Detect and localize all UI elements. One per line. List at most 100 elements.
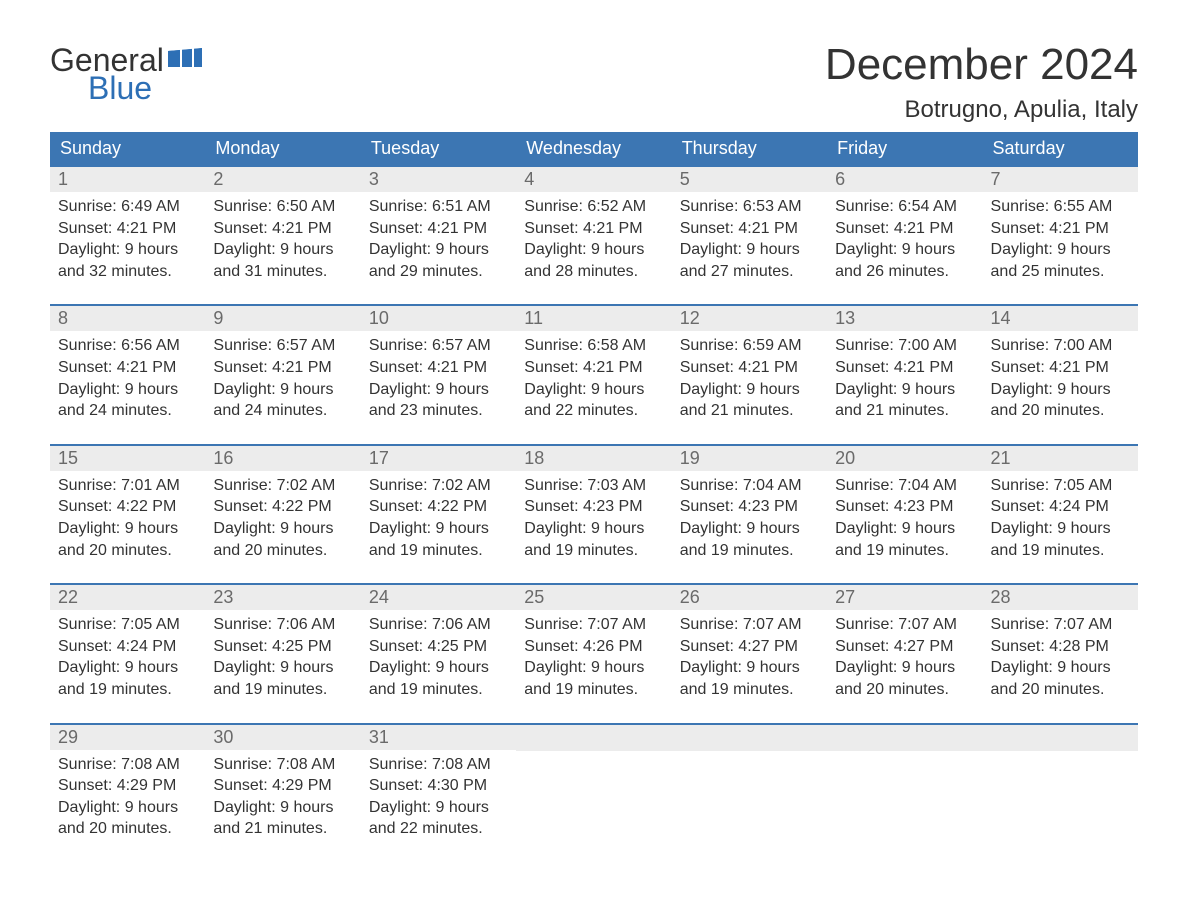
day-cell: 11Sunrise: 6:58 AMSunset: 4:21 PMDayligh… (516, 305, 671, 444)
daylight-text: Daylight: 9 hours (524, 657, 663, 679)
daylight-text: and 19 minutes. (369, 540, 508, 562)
sunrise-text: Sunrise: 7:00 AM (991, 335, 1130, 357)
sunrise-text: Sunrise: 7:06 AM (369, 614, 508, 636)
daylight-text: Daylight: 9 hours (369, 379, 508, 401)
sunrise-text: Sunrise: 7:05 AM (991, 475, 1130, 497)
day-body: Sunrise: 7:00 AMSunset: 4:21 PMDaylight:… (983, 331, 1138, 421)
daylight-text: and 23 minutes. (369, 400, 508, 422)
daylight-text: and 19 minutes. (991, 540, 1130, 562)
sunrise-text: Sunrise: 7:04 AM (835, 475, 974, 497)
sunrise-text: Sunrise: 7:01 AM (58, 475, 197, 497)
sunset-text: Sunset: 4:21 PM (58, 357, 197, 379)
day-cell: 5 Sunrise: 6:53 AMSunset: 4:21 PMDaylight… (672, 166, 827, 305)
daylight-text: and 20 minutes. (991, 400, 1130, 422)
day-cell: 28Sunrise: 7:07 AMSunset: 4:28 PMDayligh… (983, 584, 1138, 723)
sunrise-text: Sunrise: 7:08 AM (213, 754, 352, 776)
day-number: 24 (361, 585, 516, 610)
daylight-text: Daylight: 9 hours (680, 239, 819, 261)
day-cell: 14Sunrise: 7:00 AMSunset: 4:21 PMDayligh… (983, 305, 1138, 444)
month-title: December 2024 (825, 40, 1138, 90)
sunset-text: Sunset: 4:21 PM (369, 357, 508, 379)
sunset-text: Sunset: 4:29 PM (213, 775, 352, 797)
day-number: 29 (50, 725, 205, 750)
sunrise-text: Sunrise: 6:53 AM (680, 196, 819, 218)
day-cell: 20Sunrise: 7:04 AMSunset: 4:23 PMDayligh… (827, 445, 982, 584)
day-body: Sunrise: 7:02 AMSunset: 4:22 PMDaylight:… (361, 471, 516, 561)
day-body: Sunrise: 6:55 AMSunset: 4:21 PMDaylight:… (983, 192, 1138, 282)
daylight-text: Daylight: 9 hours (991, 657, 1130, 679)
sunrise-text: Sunrise: 6:54 AM (835, 196, 974, 218)
day-cell: 3Sunrise: 6:51 AMSunset: 4:21 PMDaylight… (361, 166, 516, 305)
day-cell: 2Sunrise: 6:50 AMSunset: 4:21 PMDaylight… (205, 166, 360, 305)
day-number: 10 (361, 306, 516, 331)
sunset-text: Sunset: 4:25 PM (369, 636, 508, 658)
daylight-text: Daylight: 9 hours (524, 239, 663, 261)
day-number: 12 (672, 306, 827, 331)
day-number: 20 (827, 446, 982, 471)
daylight-text: and 32 minutes. (58, 261, 197, 283)
daylight-text: and 19 minutes. (680, 540, 819, 562)
day-cell: 26Sunrise: 7:07 AMSunset: 4:27 PMDayligh… (672, 584, 827, 723)
day-number: 30 (205, 725, 360, 750)
sunrise-text: Sunrise: 6:51 AM (369, 196, 508, 218)
day-body: Sunrise: 6:57 AMSunset: 4:21 PMDaylight:… (361, 331, 516, 421)
day-cell: 10Sunrise: 6:57 AMSunset: 4:21 PMDayligh… (361, 305, 516, 444)
day-number: 5 (672, 167, 827, 192)
day-body: Sunrise: 7:04 AMSunset: 4:23 PMDaylight:… (672, 471, 827, 561)
day-cell: 17Sunrise: 7:02 AMSunset: 4:22 PMDayligh… (361, 445, 516, 584)
daylight-text: Daylight: 9 hours (213, 379, 352, 401)
day-cell (983, 724, 1138, 862)
sunset-text: Sunset: 4:23 PM (680, 496, 819, 518)
day-number: 6 (827, 167, 982, 192)
daylight-text: Daylight: 9 hours (58, 518, 197, 540)
daylight-text: and 20 minutes. (991, 679, 1130, 701)
sunset-text: Sunset: 4:27 PM (835, 636, 974, 658)
day-number: 16 (205, 446, 360, 471)
day-cell: 1Sunrise: 6:49 AMSunset: 4:21 PMDaylight… (50, 166, 205, 305)
week-row: 29Sunrise: 7:08 AMSunset: 4:29 PMDayligh… (50, 724, 1138, 862)
day-cell (516, 724, 671, 862)
daylight-text: Daylight: 9 hours (369, 797, 508, 819)
sunset-text: Sunset: 4:22 PM (369, 496, 508, 518)
daylight-text: Daylight: 9 hours (58, 657, 197, 679)
sunset-text: Sunset: 4:21 PM (835, 218, 974, 240)
day-body: Sunrise: 7:07 AMSunset: 4:27 PMDaylight:… (672, 610, 827, 700)
day-number: 28 (983, 585, 1138, 610)
day-body: Sunrise: 6:57 AMSunset: 4:21 PMDaylight:… (205, 331, 360, 421)
day-cell: 18Sunrise: 7:03 AMSunset: 4:23 PMDayligh… (516, 445, 671, 584)
empty-day-bar (672, 725, 827, 751)
week-row: 22Sunrise: 7:05 AMSunset: 4:24 PMDayligh… (50, 584, 1138, 723)
daylight-text: and 21 minutes. (680, 400, 819, 422)
daylight-text: Daylight: 9 hours (991, 379, 1130, 401)
sunset-text: Sunset: 4:21 PM (213, 357, 352, 379)
day-number: 9 (205, 306, 360, 331)
daylight-text: Daylight: 9 hours (835, 239, 974, 261)
daylight-text: Daylight: 9 hours (213, 797, 352, 819)
sunrise-text: Sunrise: 6:59 AM (680, 335, 819, 357)
flag-icon (168, 40, 202, 72)
sunrise-text: Sunrise: 7:02 AM (213, 475, 352, 497)
day-cell (672, 724, 827, 862)
sunset-text: Sunset: 4:21 PM (680, 218, 819, 240)
daylight-text: Daylight: 9 hours (835, 657, 974, 679)
day-cell: 13Sunrise: 7:00 AMSunset: 4:21 PMDayligh… (827, 305, 982, 444)
day-number: 25 (516, 585, 671, 610)
day-number: 15 (50, 446, 205, 471)
empty-day-bar (516, 725, 671, 751)
sunset-text: Sunset: 4:24 PM (58, 636, 197, 658)
day-body: Sunrise: 7:04 AMSunset: 4:23 PMDaylight:… (827, 471, 982, 561)
day-number: 17 (361, 446, 516, 471)
daylight-text: Daylight: 9 hours (213, 657, 352, 679)
sunset-text: Sunset: 4:28 PM (991, 636, 1130, 658)
sunrise-text: Sunrise: 6:52 AM (524, 196, 663, 218)
page-header: General Blue December 2024 Botrugno, Apu… (50, 40, 1138, 124)
day-body: Sunrise: 7:02 AMSunset: 4:22 PMDaylight:… (205, 471, 360, 561)
day-header: Tuesday (361, 132, 516, 166)
day-header: Friday (827, 132, 982, 166)
week-row: 15Sunrise: 7:01 AMSunset: 4:22 PMDayligh… (50, 445, 1138, 584)
day-number: 14 (983, 306, 1138, 331)
day-cell: 24Sunrise: 7:06 AMSunset: 4:25 PMDayligh… (361, 584, 516, 723)
daylight-text: Daylight: 9 hours (369, 518, 508, 540)
sunrise-text: Sunrise: 7:07 AM (835, 614, 974, 636)
day-header: Monday (205, 132, 360, 166)
